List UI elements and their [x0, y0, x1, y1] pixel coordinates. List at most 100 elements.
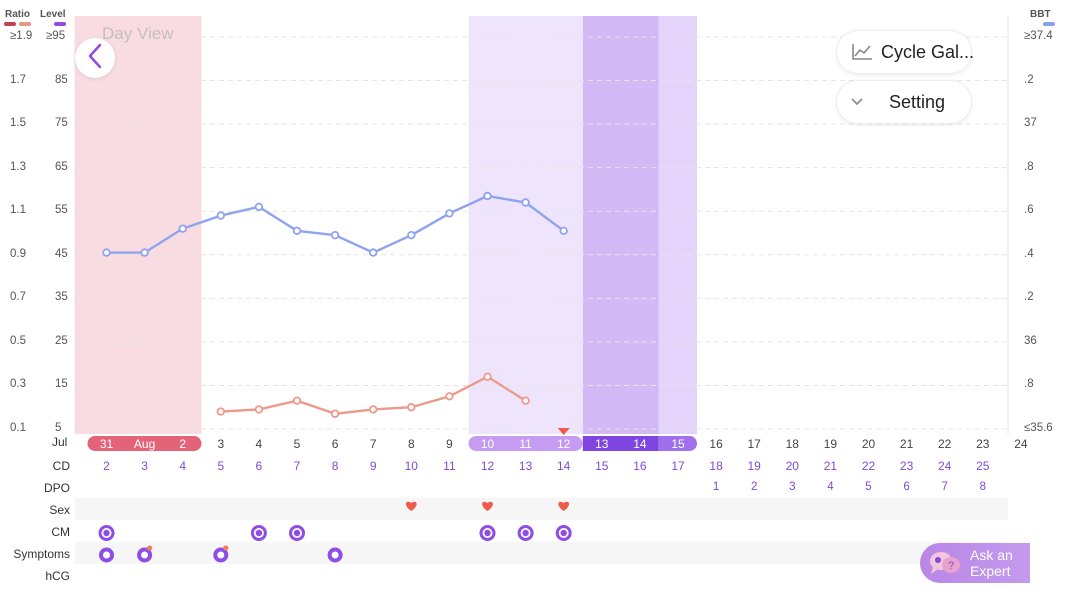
fertile-date-pill — [468, 436, 583, 451]
dpo-label: 8 — [979, 481, 986, 493]
ratio-line-point — [216, 407, 225, 416]
date-label[interactable]: 8 — [407, 437, 415, 451]
month-start-label: Jul — [52, 435, 68, 449]
ytick-bbt: .8 — [1024, 378, 1034, 391]
ytick-ratio: 0.7 — [10, 291, 26, 304]
level-line-point — [559, 226, 568, 236]
cycle-gallery-label: Cycle Gal... — [881, 41, 975, 62]
date-label[interactable]: 13 — [595, 437, 609, 451]
setting-label: Setting — [889, 91, 946, 112]
date-label[interactable]: 21 — [899, 437, 914, 451]
legend-ratio-swatch-a — [4, 22, 16, 26]
ytick-ratio: 1.5 — [10, 117, 26, 130]
level-line-point — [102, 248, 111, 257]
row-label-hcg: hCG — [45, 569, 70, 583]
heart-icon — [482, 501, 493, 511]
date-label[interactable]: 14 — [633, 437, 647, 451]
date-label[interactable]: 11 — [519, 437, 532, 451]
cd-label: 21 — [823, 459, 838, 473]
row-label-cm: CM — [51, 525, 70, 539]
ytick-bbt: .4 — [1024, 247, 1034, 260]
dpo-label: 3 — [789, 481, 796, 493]
ratio-line-point — [254, 405, 264, 414]
date-label[interactable]: 12 — [557, 437, 571, 451]
back-button[interactable] — [75, 38, 115, 78]
date-label[interactable]: 24 — [1014, 437, 1028, 451]
cd-label: 5 — [217, 459, 225, 473]
date-label[interactable]: 20 — [861, 437, 876, 451]
period-date-pill — [87, 436, 202, 451]
row-label-cd: CD — [52, 459, 70, 473]
ytick-ratio: 0.9 — [10, 247, 26, 260]
ytick-ratio: 1.7 — [10, 73, 26, 86]
date-label[interactable]: 3 — [217, 437, 225, 451]
date-label[interactable]: 10 — [480, 437, 495, 451]
symptom-icon-inner — [103, 551, 110, 559]
ytick-bbt: ≤35.6 — [1024, 422, 1053, 434]
ask-expert-line2: Expert — [970, 563, 1011, 579]
date-label[interactable]: 18 — [785, 437, 799, 451]
cd-label: 7 — [293, 459, 301, 473]
date-label[interactable]: Aug — [133, 437, 156, 451]
cd-label: 10 — [404, 459, 418, 473]
cd-label: 14 — [557, 459, 571, 473]
ytick-ratio: 1.3 — [10, 160, 26, 173]
ytick-level: 75 — [55, 117, 68, 130]
ytick-bbt: .8 — [1024, 160, 1034, 173]
ytick-bbt: 36 — [1024, 334, 1037, 347]
ytick-ratio: ≥1.9 — [10, 30, 33, 42]
date-label[interactable]: 6 — [331, 437, 339, 451]
date-label[interactable]: 23 — [976, 437, 990, 451]
cervical-mucus-icon-core — [484, 529, 491, 537]
ask-expert-button[interactable]: ? Ask an Expert — [920, 543, 1030, 583]
legend-bbt-label: BBT — [1030, 9, 1051, 20]
heart-icon — [558, 501, 570, 511]
date-label[interactable]: 2 — [179, 437, 187, 451]
date-label[interactable]: 4 — [255, 437, 263, 451]
cd-label: 17 — [671, 459, 685, 473]
date-label[interactable]: 9 — [446, 437, 453, 451]
cd-label: 22 — [861, 459, 876, 473]
chat-bubbles-icon: ? — [928, 549, 962, 577]
level-line-point — [369, 248, 378, 257]
ytick-level: 45 — [55, 247, 68, 260]
date-label[interactable]: 17 — [747, 437, 761, 451]
ytick-level: 85 — [55, 73, 68, 86]
cd-label: 19 — [747, 459, 761, 473]
legend-level-swatch — [54, 22, 66, 26]
level-line-point — [330, 230, 340, 240]
row-label-dpo: DPO — [43, 481, 70, 495]
period-band — [74, 16, 202, 434]
date-label[interactable]: 31 — [99, 437, 114, 451]
ytick-level: 35 — [55, 291, 68, 304]
chevron-left-icon — [85, 42, 105, 75]
level-line-point — [216, 211, 225, 220]
peak-date-pill — [582, 436, 659, 451]
row-label-sex: Sex — [49, 503, 70, 517]
cd-label: 25 — [976, 459, 990, 473]
date-label[interactable]: 22 — [938, 437, 952, 451]
setting-button[interactable]: Setting — [836, 80, 972, 124]
ytick-level: ≥95 — [46, 30, 66, 42]
ytick-ratio: 1.1 — [10, 204, 26, 217]
ratio-line-point — [483, 372, 492, 381]
date-label[interactable]: 5 — [293, 437, 301, 451]
legend-ratio-label: Ratio — [5, 9, 30, 20]
heart-icon — [405, 501, 417, 511]
symptom-icon-inner — [141, 551, 149, 559]
date-label[interactable]: 16 — [709, 437, 723, 451]
day-view-label[interactable]: Day View — [102, 24, 174, 43]
ytick-bbt: .2 — [1024, 73, 1034, 86]
dpo-label: 2 — [750, 481, 758, 493]
date-label[interactable]: 7 — [369, 437, 377, 451]
ytick-bbt: ≥37.4 — [1024, 30, 1053, 42]
date-label[interactable]: 19 — [823, 437, 838, 451]
symptom-icon-inner — [217, 551, 225, 559]
level-line-point — [292, 226, 302, 236]
cd-label: 3 — [141, 459, 148, 473]
cd-label: 15 — [595, 459, 609, 473]
cervical-mucus-icon-core — [255, 529, 263, 537]
date-label[interactable]: 15 — [671, 437, 685, 451]
cycle-gallery-button[interactable]: Cycle Gal... — [836, 30, 975, 74]
